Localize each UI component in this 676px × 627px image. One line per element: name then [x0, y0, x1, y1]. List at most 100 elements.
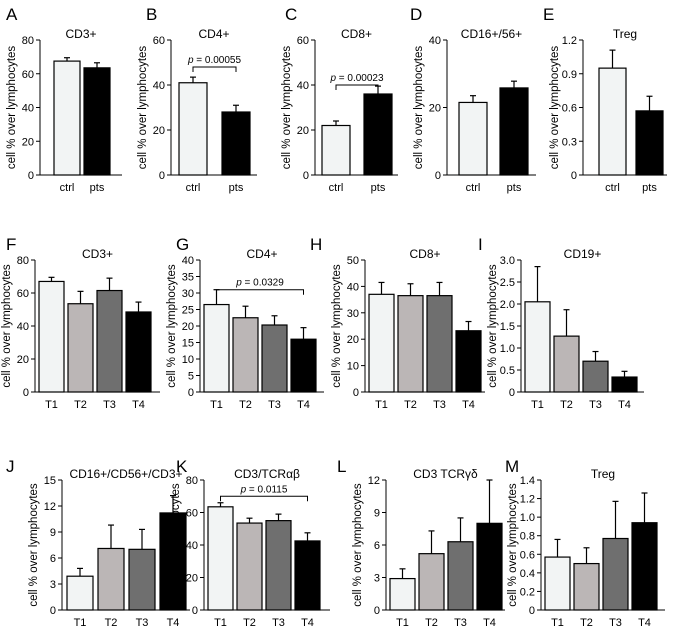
- x-tick-label: T2: [239, 399, 252, 411]
- bar: [321, 124, 351, 176]
- y-tick-label: 3: [50, 579, 56, 591]
- x-tick-label: T4: [483, 617, 496, 627]
- bar: [458, 101, 488, 176]
- y-tick-label: 6: [374, 540, 380, 552]
- panel-letter: I: [478, 235, 483, 254]
- y-tick-label: 0: [23, 387, 29, 399]
- p-symbol: p: [329, 73, 336, 84]
- panel-title: CD16+/56+: [461, 27, 522, 41]
- x-tick-label: ctrl: [186, 182, 201, 194]
- bar: [418, 553, 445, 611]
- bar: [631, 522, 658, 611]
- x-tick-label: T2: [580, 617, 593, 627]
- y-axis-label: cell % over lymphocytes: [170, 483, 182, 607]
- bar: [38, 280, 65, 393]
- y-tick-label: 0: [353, 387, 359, 399]
- y-tick-label: 20: [153, 125, 165, 137]
- p-value-label: p = 0.00023: [329, 73, 384, 84]
- y-tick-label: 0: [28, 170, 34, 182]
- x-tick-label: T3: [272, 617, 285, 627]
- bar: [611, 376, 638, 393]
- y-tick-label: 40: [186, 540, 198, 552]
- x-tick-label: T2: [560, 399, 573, 411]
- bar: [553, 335, 580, 393]
- y-axis-label: cell % over lymphocytes: [549, 46, 561, 170]
- x-tick-label: ctrl: [60, 182, 75, 194]
- y-tick-label: 60: [297, 35, 309, 47]
- y-tick-label: 6: [50, 553, 56, 565]
- x-tick-label: T1: [551, 617, 564, 627]
- y-tick-label: 35: [182, 272, 194, 284]
- bar: [290, 338, 317, 393]
- y-tick-label: 0: [188, 387, 194, 399]
- y-tick-label: 15: [44, 475, 56, 487]
- x-tick-label: ctrl: [329, 182, 344, 194]
- significance-bracket: [192, 66, 237, 72]
- y-tick-label: 50: [347, 255, 359, 267]
- panel-e: E Treg cell % over lymphocytes 0 0.3 0.6 0.9 1.…: [543, 5, 667, 194]
- y-tick-label: 12: [44, 501, 56, 513]
- y-axis-label: cell % over lymphocytes: [331, 264, 343, 388]
- p-value-label: p = 0.00055: [187, 55, 242, 66]
- y-tick-label: 25: [182, 305, 194, 317]
- panel-letter: A: [6, 5, 18, 24]
- x-tick-label: T4: [638, 617, 651, 627]
- y-tick-label: 20: [429, 103, 441, 115]
- panel-f: F CD3+ cell % over lymphocytes 0 20 40 60 80 T1 T…: [1, 235, 160, 411]
- p-value-label: p = 0.0115: [240, 484, 288, 495]
- bar: [53, 60, 81, 176]
- panel-i: I CD19+ cell % over lymphocytes 0 0.5 1.0 1.5 2…: [478, 235, 644, 411]
- y-axis-label: cell % over lymphocytes: [28, 483, 40, 607]
- bar: [447, 541, 474, 611]
- x-tick-label: T1: [531, 399, 544, 411]
- bar: [455, 330, 482, 393]
- y-tick-label: 40: [22, 103, 34, 115]
- y-tick-label: 1.5: [500, 321, 515, 333]
- bar: [476, 522, 503, 611]
- panel-k: K CD3/TCRαβ cell % over lymphocytes 0 20 40 60…: [170, 457, 330, 627]
- y-axis-label: cell % over lymphocytes: [281, 46, 293, 170]
- y-tick-label: 3: [374, 573, 380, 585]
- bar: [261, 324, 288, 393]
- x-tick-label: pts: [229, 182, 244, 194]
- y-tick-label: 0: [374, 605, 380, 617]
- bar: [635, 110, 664, 176]
- y-tick-label: 0: [303, 170, 309, 182]
- x-tick-label: T4: [301, 617, 314, 627]
- panel-title: CD3+: [65, 27, 96, 41]
- x-tick-label: T3: [136, 617, 149, 627]
- x-tick-label: T2: [243, 617, 256, 627]
- x-tick-label: T1: [396, 617, 409, 627]
- y-tick-label: 0.6: [562, 103, 577, 115]
- y-axis-label: cell % over lymphocytes: [166, 264, 178, 388]
- y-tick-label: 40: [182, 255, 194, 267]
- y-tick-label: 20: [17, 354, 29, 366]
- y-axis-label: cell % over lymphocytes: [6, 46, 18, 170]
- y-tick-label: 0.8: [520, 531, 535, 543]
- x-tick-label: T4: [462, 399, 475, 411]
- panel-g: G CD4+ cell % over lymphocytes 0 5 10 15 20 25 30…: [166, 235, 324, 411]
- bar: [598, 67, 627, 176]
- y-tick-label: 20: [297, 125, 309, 137]
- panel-letter: G: [176, 235, 189, 254]
- bar: [368, 293, 395, 393]
- x-tick-label: T2: [105, 617, 118, 627]
- y-tick-label: 0: [50, 605, 56, 617]
- bar: [582, 360, 609, 393]
- x-tick-label: T3: [103, 399, 116, 411]
- y-tick-label: 10: [182, 354, 194, 366]
- y-tick-label: 40: [297, 80, 309, 92]
- y-tick-label: 0.9: [562, 69, 577, 81]
- y-axis-label: cell % over lymphocytes: [352, 483, 364, 607]
- bar: [159, 512, 187, 611]
- significance-bracket: [220, 495, 308, 502]
- panel-c: C CD8+ cell % over lymphocytes 0 20 40 60 ctrl p…: [281, 5, 398, 194]
- y-tick-label: 0: [509, 387, 515, 399]
- p-symbol: p: [235, 278, 242, 289]
- panel-title: CD3/TCRαβ: [234, 467, 300, 481]
- bar: [294, 540, 321, 611]
- panel-letter: M: [505, 457, 519, 476]
- bar: [125, 311, 152, 393]
- y-axis-label: cell % over lymphocytes: [137, 46, 149, 170]
- panel-j: J CD16+/CD56+/CD3+ cell % over lymphocytes…: [6, 457, 190, 627]
